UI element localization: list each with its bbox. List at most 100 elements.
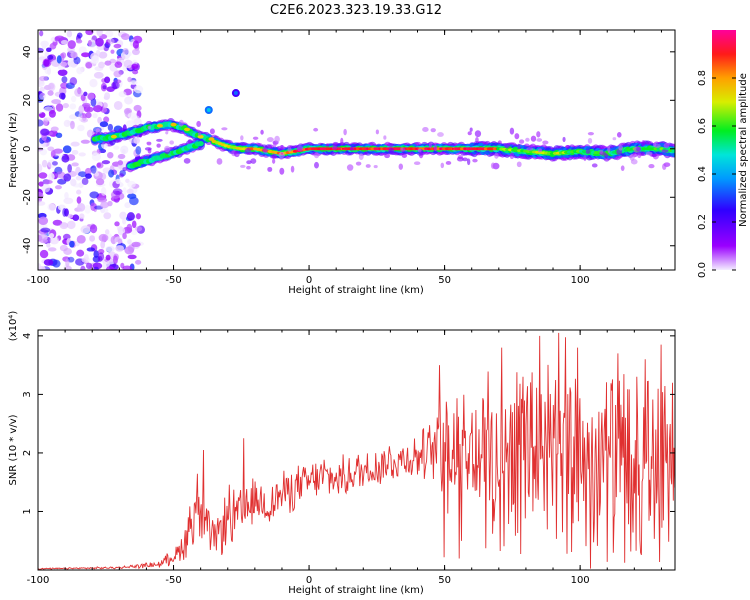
- spectrogram-noise-blob: [63, 248, 72, 255]
- spectrogram-noise-blob: [115, 245, 125, 252]
- spectrogram-faint-blob: [497, 140, 502, 145]
- spectrogram-faint-blob: [246, 165, 251, 170]
- spectrogram-noise-blob: [122, 218, 127, 225]
- spectrogram-faint-blob: [387, 142, 394, 148]
- spectrogram-noise-blob: [103, 212, 112, 220]
- spectrogram-faint-blob: [340, 137, 344, 145]
- spectrogram-noise-blob: [108, 169, 115, 178]
- spectrogram-faint-blob: [398, 163, 404, 170]
- spectrogram-noise-blob: [38, 172, 48, 179]
- spectrogram-noise-blob: [80, 225, 91, 234]
- spectrogram-noise-blob: [95, 128, 101, 133]
- snr-ytick-label: 3: [22, 391, 33, 397]
- spectrogram-noise-blob: [102, 102, 108, 109]
- spectrogram-max-dot: [476, 147, 479, 150]
- spectrogram-faint-blob: [240, 164, 246, 168]
- spectrogram-max-dot: [354, 147, 357, 150]
- spectrogram-marks: [38, 30, 675, 270]
- spectrogram-noise-blob: [78, 112, 83, 122]
- spectrogram-branch-peak: [110, 134, 117, 139]
- spectrogram-noise-blob: [38, 181, 44, 187]
- spectrogram-noise-blob: [126, 188, 134, 195]
- spectrogram-faint-blob: [273, 140, 277, 148]
- spectrogram-noise-blob: [64, 192, 69, 200]
- colorbar-tick-label: 0.6: [697, 118, 708, 134]
- spectrogram-faint-blob: [518, 139, 525, 144]
- spectrogram-faint-blob: [413, 161, 421, 166]
- spectrogram-faint-blob: [653, 143, 661, 148]
- spectrogram-noise-blob: [100, 208, 106, 214]
- spectrogram-noise-blob: [127, 239, 132, 245]
- spectrogram-faint-blob: [422, 126, 429, 133]
- spectrogram-noise-blob: [107, 38, 115, 45]
- spectrogram-noise-blob: [50, 126, 59, 132]
- spectrogram-faint-blob: [417, 148, 422, 153]
- spectrogram-faint-blob: [538, 148, 542, 153]
- spectrogram-faint-blob: [604, 153, 609, 159]
- spectrogram-faint-blob: [296, 145, 304, 152]
- spectrogram-noise-blob: [113, 145, 120, 150]
- spectrogram-faint-blob: [156, 143, 161, 148]
- spectrogram-noise-blob: [117, 160, 124, 166]
- spectrogram-faint-blob: [246, 160, 252, 165]
- spectrogram-faint-blob: [516, 161, 522, 168]
- spectrogram-faint-blob: [530, 135, 537, 142]
- spectrogram-noise-blob: [96, 162, 104, 169]
- spectrogram-noise-blob: [39, 92, 46, 100]
- spectrogram-faint-blob: [620, 165, 625, 171]
- spectrogram-noise-blob: [76, 189, 82, 195]
- spectrogram-noise-blob: [89, 78, 98, 88]
- snr-xtick-label: 50: [438, 575, 451, 586]
- spectrogram-ytick-label: 20: [22, 94, 33, 107]
- spectrogram-noise-blob: [104, 60, 112, 66]
- spectrogram-noise-blob: [72, 214, 80, 222]
- snr-frame: [37, 329, 676, 571]
- spectrogram-faint-blob: [156, 138, 163, 142]
- colorbar-tick-label: 0.2: [697, 214, 708, 230]
- spectrogram-noise-blob: [79, 213, 85, 220]
- spectrogram-faint-blob: [587, 131, 594, 136]
- spectrogram-noise-blob: [93, 71, 104, 79]
- spectrogram-noise-blob: [91, 55, 100, 64]
- spectrogram-noise-blob: [51, 161, 58, 166]
- spectrogram-noise-blob: [105, 30, 114, 38]
- spectrogram-axes: -100 -50 0 50 100 -40 -20 0 20 40: [22, 30, 675, 286]
- spectrogram-noise-blob: [59, 222, 69, 230]
- spectrogram-noise-blob: [38, 201, 46, 206]
- spectrogram-faint-blob: [433, 144, 438, 152]
- spectrogram-frame: [37, 29, 676, 271]
- spectrogram-noise-blob: [54, 35, 65, 41]
- spectrogram-noise-blob: [85, 173, 92, 179]
- spectrogram-faint-blob: [290, 165, 295, 173]
- spectrogram-faint-blob: [440, 162, 445, 169]
- spectrogram-noise-blob: [69, 77, 78, 86]
- spectrogram-lower-branch-core: [197, 140, 204, 147]
- spectrogram-faint-blob: [355, 161, 362, 166]
- spectrogram-noise-blob: [85, 61, 93, 69]
- spectrogram-xlabel: Height of straight line (km): [288, 285, 424, 296]
- spectrogram-max-dot: [463, 147, 467, 150]
- spectrogram-faint-blob: [462, 157, 468, 162]
- spectrogram-faint-blob: [278, 151, 285, 159]
- spectrogram-noise-blob: [38, 216, 49, 225]
- spectrogram-faint-blob: [618, 145, 623, 151]
- spectrogram-noise-blob: [127, 193, 137, 199]
- spectrogram-faint-blob: [490, 162, 496, 169]
- spectrogram-faint-blob: [445, 161, 452, 165]
- spectrogram-noise-blob: [40, 40, 49, 47]
- spectrogram-noise-blob: [127, 112, 137, 119]
- snr-xtick-label: -100: [27, 575, 50, 586]
- spectrogram-noise-blob: [69, 240, 75, 248]
- spectrogram-noise-blob: [118, 173, 125, 178]
- spectrogram-noise-blob: [49, 232, 55, 239]
- spectrogram-noise-blob: [69, 103, 77, 110]
- spectrogram-faint-blob: [240, 135, 244, 141]
- spectrogram-max-dot: [293, 150, 296, 153]
- spectrogram-noise-blob: [39, 75, 48, 82]
- spectrogram-faint-blob: [494, 152, 499, 159]
- spectrogram-noise-blob: [129, 80, 138, 86]
- spectrogram-noise-blob: [53, 148, 63, 154]
- spectrogram-noise-blob: [41, 183, 51, 193]
- spectrogram-faint-blob: [524, 143, 530, 147]
